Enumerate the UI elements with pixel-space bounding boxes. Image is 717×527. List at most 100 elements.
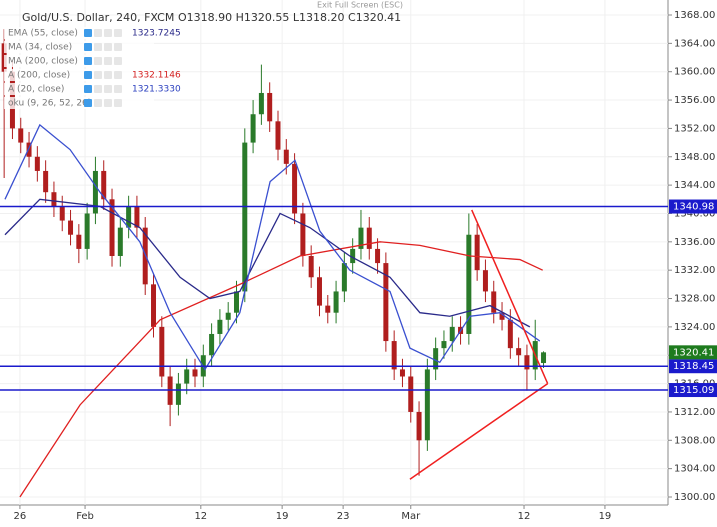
ohlc-text: O1318.90 H1320.55 L1318.20 C1320.41 xyxy=(178,11,401,24)
candle-body xyxy=(466,234,472,334)
candle-body xyxy=(524,355,530,370)
indicator-icon xyxy=(114,57,122,65)
candle-body xyxy=(59,206,65,221)
indicator-name: A (20, close) xyxy=(8,85,64,95)
candle-body xyxy=(159,326,165,377)
x-tick-label: 19 xyxy=(599,511,612,522)
candle-body xyxy=(449,326,455,342)
candle-body xyxy=(209,333,215,356)
indicator-icon xyxy=(94,99,102,107)
candle-body xyxy=(192,369,198,377)
candle-body xyxy=(383,263,389,342)
indicator-name: oku (9, 26, 52, 26) xyxy=(8,99,91,109)
x-tick-label: 19 xyxy=(276,511,289,522)
candle-body xyxy=(424,369,430,441)
candle-body xyxy=(151,284,157,327)
candle-body xyxy=(333,291,339,313)
indicator-name: A (200, close) xyxy=(8,71,70,81)
indicator-value: 1332.1146 xyxy=(132,71,181,81)
candle-body xyxy=(474,234,480,271)
level-label-bg xyxy=(669,359,717,374)
x-tick-label: Mar xyxy=(401,511,421,522)
candle-body xyxy=(283,149,289,164)
candle-body xyxy=(366,227,372,249)
indicator-name: EMA (55, close) xyxy=(8,29,78,39)
candle-body xyxy=(134,206,140,228)
candle-body xyxy=(275,121,281,150)
indicator-icon xyxy=(104,71,112,79)
candle-body xyxy=(358,227,364,249)
y-tick-label: 1364.00 xyxy=(674,38,715,49)
indicator-icon xyxy=(84,71,92,79)
y-tick-label: 1356.00 xyxy=(674,95,715,106)
candle-body xyxy=(375,248,381,264)
candle-body xyxy=(250,114,256,143)
indicator-icon xyxy=(104,85,112,93)
level-label: 1318.45 xyxy=(673,361,714,372)
y-tick-label: 1344.00 xyxy=(674,180,715,191)
indicator-icon xyxy=(94,29,102,37)
indicator-icon xyxy=(94,71,102,79)
y-tick-label: 1308.00 xyxy=(674,435,715,446)
candle-body xyxy=(18,128,24,143)
indicator-icon xyxy=(114,99,122,107)
candle-body xyxy=(408,376,414,412)
level-label-bg xyxy=(669,383,717,398)
y-tick-label: 1332.00 xyxy=(674,265,715,276)
candle-body xyxy=(76,234,82,249)
candle-body xyxy=(26,142,32,157)
indicator-name: MA (200, close) xyxy=(8,57,78,67)
candle-body xyxy=(316,277,322,306)
candle-body xyxy=(341,263,347,292)
moving-average xyxy=(4,123,541,371)
candle-body xyxy=(416,411,422,441)
moving-average xyxy=(4,198,531,328)
indicator-icon xyxy=(84,85,92,93)
candle-body xyxy=(217,319,223,334)
indicator-icon xyxy=(114,43,122,51)
trend-line xyxy=(471,209,549,384)
indicator-value: 1323.7245 xyxy=(132,29,181,39)
last-price-label-bg xyxy=(669,345,717,360)
level-label: 1315.09 xyxy=(673,385,714,396)
candle-body xyxy=(325,305,331,313)
candle-body xyxy=(350,248,356,264)
chart-title: Gold/U.S. Dollar, 240, FXCM xyxy=(22,11,174,24)
indicator-icon xyxy=(104,43,112,51)
candle-body xyxy=(441,341,447,349)
candle-body xyxy=(233,291,239,313)
indicator-icon xyxy=(84,43,92,51)
candle-body xyxy=(175,383,181,405)
last-price-label: 1320.41 xyxy=(673,347,714,358)
overlay: 1340.98 1318.45 1315.09 1320.41 EMA (55, clo… xyxy=(0,27,717,480)
candle-body xyxy=(109,199,115,256)
y-tick-label: 1336.00 xyxy=(674,237,715,248)
level-label-bg xyxy=(669,199,717,214)
candle-body xyxy=(84,213,90,249)
y-tick-label: 1324.00 xyxy=(674,322,715,333)
candle-body xyxy=(482,270,488,292)
indicator-icon xyxy=(114,71,122,79)
candle-body xyxy=(43,170,49,193)
y-tick-label: 1312.00 xyxy=(674,407,715,418)
trend-line xyxy=(409,382,549,480)
candle-body xyxy=(242,142,248,292)
indicator-icon xyxy=(114,29,122,37)
x-tick-label: 12 xyxy=(518,511,531,522)
indicator-name: MA (34, close) xyxy=(8,43,72,53)
banner[interactable]: Exit Full Screen (ESC) xyxy=(317,1,403,10)
candle-body xyxy=(92,170,98,214)
indicator-icon xyxy=(104,57,112,65)
indicator-icon xyxy=(84,57,92,65)
y-tick-label: 1304.00 xyxy=(674,464,715,475)
candle-body xyxy=(399,369,405,377)
level-label: 1340.98 xyxy=(673,202,714,213)
indicator-icon xyxy=(84,99,92,107)
indicator-icon xyxy=(94,85,102,93)
y-tick-label: 1328.00 xyxy=(674,294,715,305)
candle-body xyxy=(499,312,505,320)
indicator-icon xyxy=(84,29,92,37)
indicator-value: 1321.3330 xyxy=(132,85,181,95)
candle-body xyxy=(267,92,273,122)
